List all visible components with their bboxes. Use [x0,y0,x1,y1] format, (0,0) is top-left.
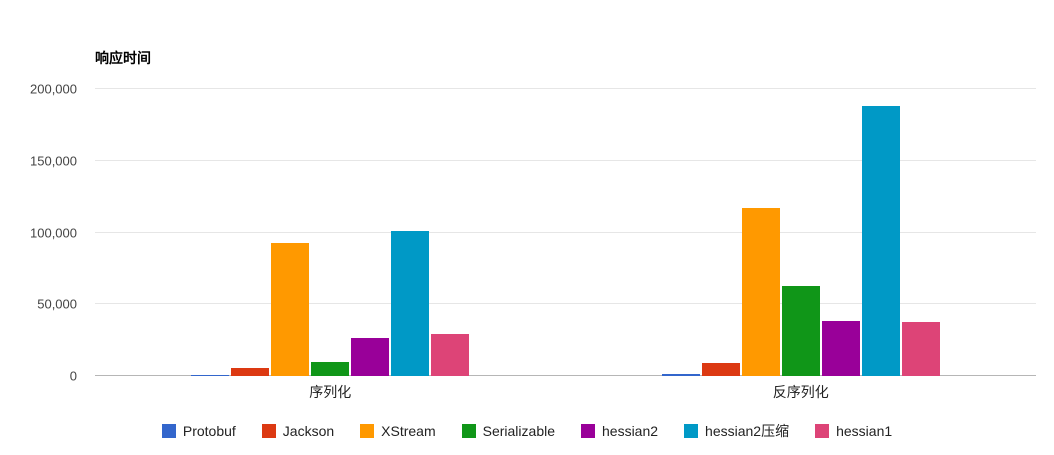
bar-Serializable [781,285,820,376]
y-tick-label: 200,000 [30,81,77,97]
legend-swatch [581,424,595,438]
gridline [95,159,1036,161]
bar-groups [95,89,1036,376]
legend-item-Serializable: Serializable [461,423,555,439]
y-tick-label: 0 [69,368,77,384]
x-axis-label: 反序列化 [772,384,829,400]
y-tick-label: 50,000 [37,296,77,312]
x-axis-line [95,375,1036,376]
legend-item-Jackson: Jackson [261,423,335,439]
bar-hessian1 [431,334,470,376]
legend-item-XStream: XStream [360,423,436,439]
legend-label: Protobuf [182,423,236,439]
bar-Protobuf [661,373,700,376]
bar-hessian2压缩 [391,231,430,376]
bar-hessian2压缩 [861,106,900,376]
bar-hessian1 [901,322,940,376]
bar-Jackson [701,363,740,376]
legend: Protobuf Jackson XStream Serializable hessia… [0,421,1054,441]
bar-Jackson [231,368,270,376]
gridline [95,88,1036,89]
legend-swatch [161,424,176,438]
chart-title: 响应时间 [95,50,151,66]
legend-label: hessian1 [836,423,893,439]
legend-item-Protobuf: Protobuf [161,423,236,439]
bar-group-序列化 [95,89,566,376]
gridline [95,231,1036,233]
gridline [95,303,1036,305]
bar-hessian2 [821,320,860,376]
bar-XStream [271,242,310,376]
plot-area [95,88,1036,376]
legend-label: hessian2压缩 [705,423,790,439]
y-tick-label: 150,000 [30,153,77,169]
bar-Serializable [311,361,350,376]
y-axis: 0 50,000 100,000 150,000 200,000 [0,82,85,384]
legend-label: Jackson [282,423,335,439]
legend-item-hessian1: hessian1 [815,423,892,439]
legend-label: hessian2 [602,423,659,439]
bar-hessian2 [351,337,390,376]
legend-item-hessian2压缩: hessian2压缩 [684,421,789,441]
legend-item-hessian2: hessian2 [581,423,658,439]
y-tick-label: 100,000 [30,225,77,240]
grid-layer [95,88,1036,376]
x-axis-labels: 序列化 反序列化 [95,382,1036,402]
legend-label: XStream [381,423,436,439]
legend-swatch [261,424,276,438]
bar-Protobuf [191,374,230,376]
legend-swatch [684,424,699,438]
bar-XStream [741,208,780,376]
legend-swatch [815,424,830,438]
bar-group-反序列化 [566,89,1037,376]
legend-swatch [461,424,476,438]
legend-swatch [360,424,375,438]
legend-label: Serializable [482,423,555,439]
x-axis-label: 序列化 [309,384,352,400]
